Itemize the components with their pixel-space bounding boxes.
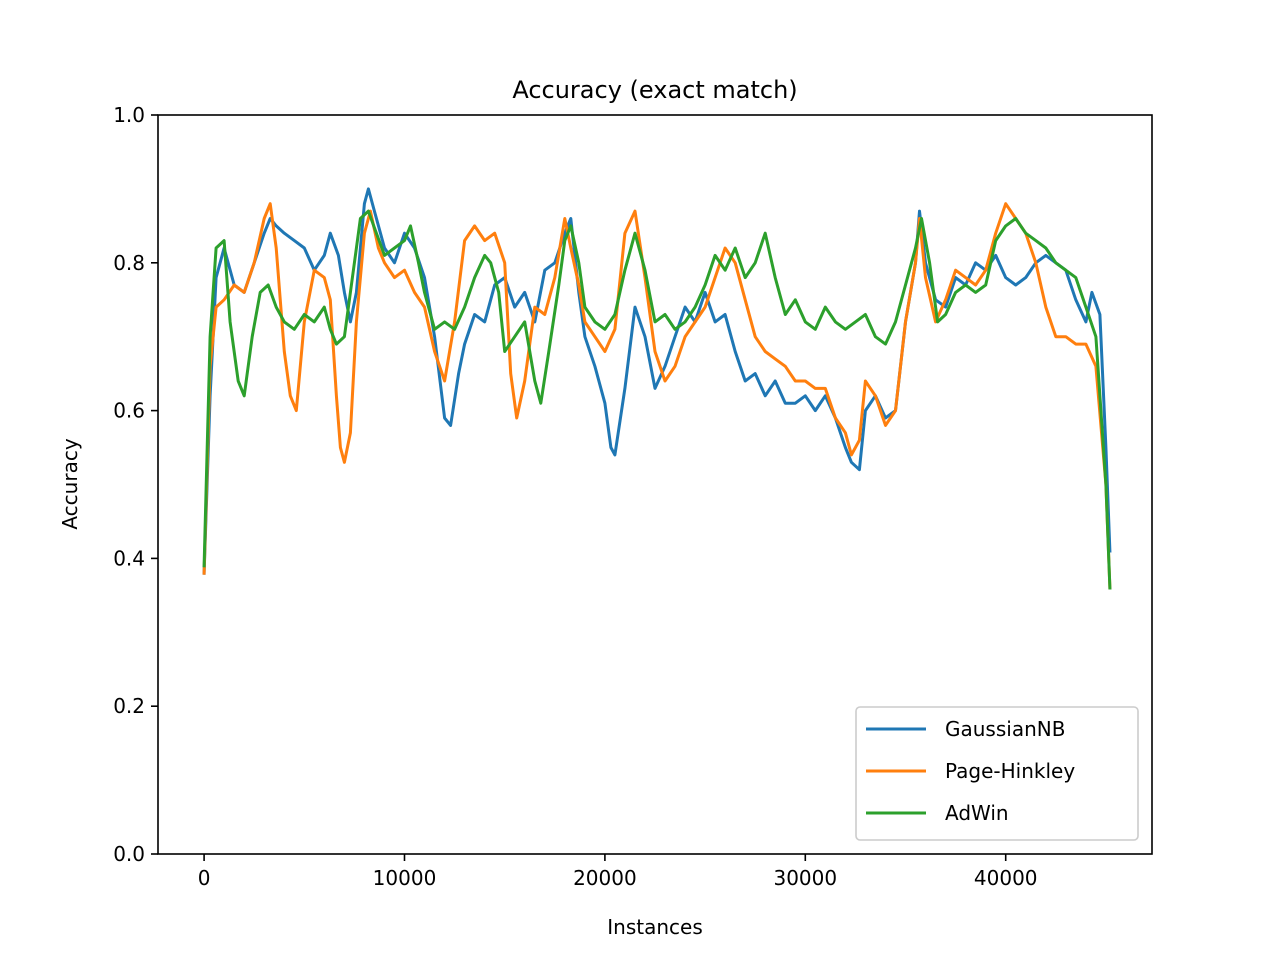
y-tick-label: 1.0 [113, 103, 145, 127]
y-tick-label: 0.6 [113, 399, 145, 423]
series-line-gaussiannb [202, 187, 1112, 575]
plot-frame [157, 114, 1153, 855]
legend-label-adwin: AdWin [945, 801, 1009, 825]
legend-label-gaussiannb: GaussianNB [945, 717, 1065, 741]
x-axis-title: Instances [607, 915, 703, 939]
x-tick-label: 10000 [373, 866, 437, 890]
x-tick-label: 40000 [974, 866, 1038, 890]
x-tick-label: 0 [198, 866, 211, 890]
x-tick-label: 30000 [773, 866, 837, 890]
chart-title: Accuracy (exact match) [512, 76, 797, 104]
x-axis: 0 10000 20000 30000 40000 [198, 854, 1038, 890]
x-tick-label: 20000 [573, 866, 637, 890]
series-line-page-hinkley [202, 202, 1112, 590]
y-tick-label: 0.0 [113, 842, 145, 866]
plot-lines [202, 187, 1112, 590]
y-tick-label: 0.4 [113, 546, 145, 570]
y-axis: 0.0 0.2 0.4 0.6 0.8 1.0 [113, 103, 158, 866]
y-tick-label: 0.8 [113, 251, 145, 275]
series-line-adwin [202, 209, 1112, 590]
legend-box [855, 706, 1139, 841]
y-axis-title: Accuracy [58, 438, 82, 529]
legend-label-page-hinkley: Page-Hinkley [945, 759, 1075, 783]
y-tick-label: 0.2 [113, 694, 145, 718]
legend: GaussianNB Page-Hinkley AdWin [855, 706, 1139, 841]
